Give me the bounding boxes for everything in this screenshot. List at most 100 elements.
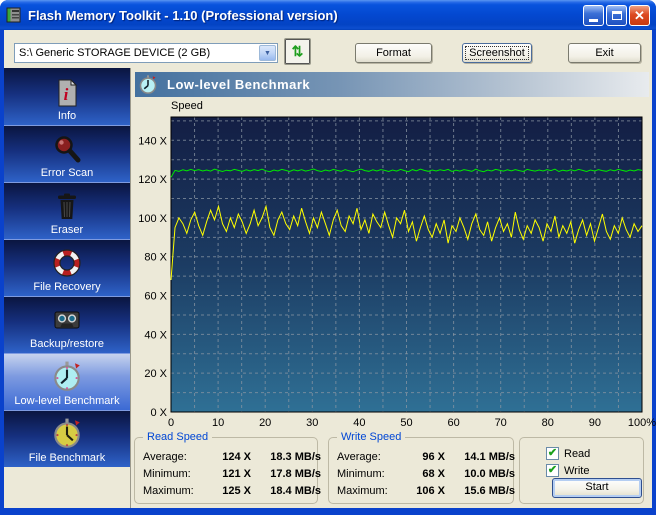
svg-text:80: 80 xyxy=(542,417,554,429)
refresh-devices-button[interactable]: ⇅ xyxy=(284,38,311,65)
stat-x-value: 68 X xyxy=(422,468,445,480)
svg-text:20 X: 20 X xyxy=(144,368,167,380)
screenshot-button[interactable]: Screenshot xyxy=(462,43,532,63)
sidebar-item-label: File Benchmark xyxy=(28,452,106,464)
minimize-button[interactable] xyxy=(583,5,604,26)
device-select[interactable]: S:\ Generic STORAGE DEVICE (2 GB) ▼ xyxy=(14,43,278,63)
magnifier-icon xyxy=(55,136,81,163)
title-bar: Flash Memory Toolkit - 1.10 (Professiona… xyxy=(0,0,656,30)
window-title: Flash Memory Toolkit - 1.10 (Professiona… xyxy=(28,7,338,23)
series-read-line xyxy=(170,168,643,178)
device-select-value: S:\ Generic STORAGE DEVICE (2 GB) xyxy=(19,47,211,59)
sidebar-item-low-level-benchmark[interactable]: Low-level Benchmark xyxy=(4,353,130,410)
svg-text:50: 50 xyxy=(400,417,412,429)
series-write-line xyxy=(170,204,643,281)
svg-text:70: 70 xyxy=(495,417,507,429)
stat-label: Minimum: xyxy=(337,468,385,480)
benchmark-chart: 0 10 20 30 40 50 60 70 80 90 100% 0 X 20 X 40 X 60 X 80… xyxy=(138,116,656,429)
stat-rate-value: 18.3 MB/s xyxy=(270,451,321,463)
group-title: Write Speed xyxy=(337,431,406,443)
exit-button[interactable]: Exit xyxy=(568,43,641,63)
svg-text:30: 30 xyxy=(306,417,318,429)
write-speed-group: Write Speed Average: 96 X 14.1 MB/s Mini… xyxy=(328,431,515,504)
svg-text:20: 20 xyxy=(259,417,271,429)
svg-text:10: 10 xyxy=(212,417,224,429)
stat-rate-value: 18.4 MB/s xyxy=(270,485,321,497)
window-body: S:\ Generic STORAGE DEVICE (2 GB) ▼ ⇅ Fo… xyxy=(4,30,656,508)
page-header: Low-level Benchmark xyxy=(135,72,649,97)
minimize-icon xyxy=(589,19,598,22)
stat-rate-value: 10.0 MB/s xyxy=(464,468,515,480)
sidebar-item-backup-restore[interactable]: Backup/restore xyxy=(4,296,130,353)
lifebuoy-icon xyxy=(53,249,81,277)
stat-label: Maximum: xyxy=(337,485,388,497)
sidebar-item-file-benchmark[interactable]: File Benchmark xyxy=(4,410,130,467)
close-icon: ✕ xyxy=(634,7,645,23)
svg-text:60: 60 xyxy=(447,417,459,429)
stopwatch-yellow-icon xyxy=(54,418,80,448)
stopwatch-cyan-icon xyxy=(54,361,80,391)
cassette-icon xyxy=(54,311,80,329)
svg-text:0 X: 0 X xyxy=(150,407,167,419)
svg-text:140 X: 140 X xyxy=(138,135,167,147)
sidebar-item-label: File Recovery xyxy=(33,281,101,293)
start-button[interactable]: Start xyxy=(552,478,642,498)
svg-text:40 X: 40 X xyxy=(144,329,167,341)
stat-x-value: 96 X xyxy=(422,451,445,463)
svg-text:120 X: 120 X xyxy=(138,174,167,186)
svg-text:0: 0 xyxy=(168,417,174,429)
read-speed-group: Read Speed Average: 124 X 18.3 MB/s Mini… xyxy=(134,431,321,504)
main-panel: Low-level Benchmark Speed 0 10 20 30 40 50 60 7… xyxy=(130,68,656,508)
sidebar-item-label: Info xyxy=(57,110,77,122)
close-button[interactable]: ✕ xyxy=(629,5,650,26)
maximize-button[interactable] xyxy=(606,5,627,26)
chevron-down-icon[interactable]: ▼ xyxy=(259,45,276,61)
stat-label: Maximum: xyxy=(143,485,194,497)
stat-label: Average: xyxy=(143,451,187,463)
chart-axis-title: Speed xyxy=(171,100,203,112)
write-checkbox-label: Write xyxy=(564,464,590,477)
maximize-icon xyxy=(611,11,622,20)
svg-text:60 X: 60 X xyxy=(144,291,167,303)
read-checkbox-row: ✔ Read xyxy=(546,447,643,460)
svg-text:100%: 100% xyxy=(628,417,656,429)
info-icon: i xyxy=(58,78,78,107)
sidebar-item-label: Backup/restore xyxy=(30,338,104,350)
sidebar-item-label: Error Scan xyxy=(40,167,94,179)
write-checkbox-row: ✔ Write xyxy=(546,464,643,477)
svg-text:i: i xyxy=(64,85,69,104)
stat-label: Average: xyxy=(337,451,381,463)
stat-rate-value: 17.8 MB/s xyxy=(270,468,321,480)
stat-x-value: 124 X xyxy=(222,451,251,463)
stopwatch-header-icon xyxy=(139,74,157,94)
check-icon: ✔ xyxy=(547,447,558,459)
stat-x-value: 121 X xyxy=(222,468,251,480)
page-title: Low-level Benchmark xyxy=(167,77,311,92)
toolbar: S:\ Generic STORAGE DEVICE (2 GB) ▼ ⇅ Fo… xyxy=(4,30,652,68)
group-title: Read Speed xyxy=(143,431,213,443)
sidebar: i Info Error Scan xyxy=(4,68,130,467)
stat-rate-value: 14.1 MB/s xyxy=(464,451,515,463)
format-button[interactable]: Format xyxy=(355,43,432,63)
sidebar-item-eraser[interactable]: Eraser xyxy=(4,182,130,239)
stat-x-value: 125 X xyxy=(222,485,251,497)
sidebar-item-label: Low-level Benchmark xyxy=(14,395,120,407)
read-checkbox-label: Read xyxy=(564,447,591,460)
refresh-icon: ⇅ xyxy=(291,43,304,59)
write-checkbox[interactable]: ✔ xyxy=(546,464,559,477)
app-icon xyxy=(6,7,21,23)
svg-text:40: 40 xyxy=(353,417,365,429)
stat-rate-value: 15.6 MB/s xyxy=(464,485,515,497)
trash-icon xyxy=(58,193,76,219)
sidebar-item-info[interactable]: i Info xyxy=(4,68,130,125)
read-checkbox[interactable]: ✔ xyxy=(546,447,559,460)
svg-text:100 X: 100 X xyxy=(138,213,167,225)
stat-label: Minimum: xyxy=(143,468,191,480)
sidebar-item-file-recovery[interactable]: File Recovery xyxy=(4,239,130,296)
benchmark-controls-group: ✔ Read ✔ Write Start xyxy=(519,437,644,504)
sidebar-item-error-scan[interactable]: Error Scan xyxy=(4,125,130,182)
stat-x-value: 106 X xyxy=(416,485,445,497)
svg-text:80 X: 80 X xyxy=(144,252,167,264)
sidebar-item-label: Eraser xyxy=(50,224,84,236)
